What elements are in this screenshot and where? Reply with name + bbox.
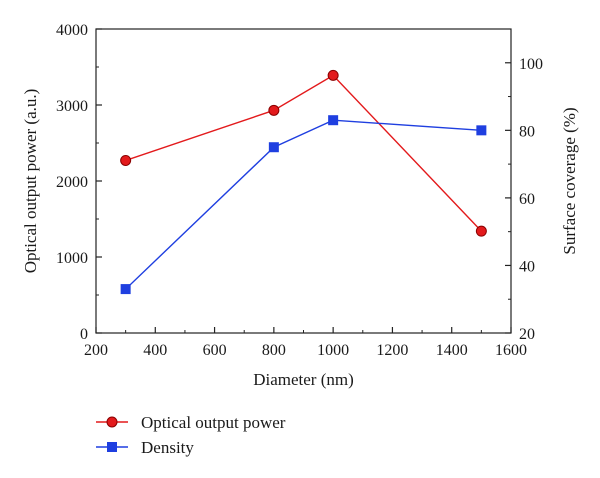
right-y-axis-label: Surface coverage (%) [560, 107, 579, 254]
x-axis-label: Diameter (nm) [253, 370, 354, 389]
legend: Optical output power Density [96, 413, 286, 457]
x-tick-label: 200 [84, 342, 108, 359]
right-y-tick-label: 60 [519, 191, 535, 208]
series-layer [120, 69, 487, 295]
legend-marker-optical-output-power [106, 416, 118, 428]
data-point-density [476, 125, 487, 136]
series-line-optical-output-power [125, 74, 482, 232]
x-tick-label: 1000 [317, 342, 349, 359]
left-y-axis-label: Optical output power (a.u.) [21, 89, 40, 274]
left-y-tick-label: 1000 [56, 250, 88, 267]
x-tick-label: 1200 [376, 342, 408, 359]
data-point-optical-output-power [120, 154, 132, 166]
x-axis: 200 400 600 800 1000 1200 1400 1600 [84, 327, 527, 359]
legend-entry-density: Density [96, 438, 194, 457]
x-tick-label: 400 [143, 342, 167, 359]
data-point-density [328, 115, 339, 126]
x-tick-label: 600 [203, 342, 227, 359]
data-point-optical-output-power [268, 104, 280, 116]
left-y-tick-label: 3000 [56, 98, 88, 115]
x-tick-label: 1400 [436, 342, 468, 359]
left-y-tick-label: 0 [80, 326, 88, 343]
legend-label-density: Density [141, 438, 194, 457]
data-point-optical-output-power [327, 69, 339, 81]
data-point-density [268, 142, 279, 153]
legend-entry-optical-output-power: Optical output power [96, 413, 286, 432]
legend-marker-density [107, 442, 117, 452]
plot-border [95, 28, 512, 334]
right-y-tick-label: 20 [519, 326, 535, 343]
series-line-density [125, 119, 482, 290]
right-y-tick-label: 40 [519, 258, 535, 275]
right-y-axis: 20 40 60 80 100 [505, 56, 543, 343]
left-y-axis: 0 1000 2000 3000 4000 [56, 22, 102, 343]
right-y-tick-label: 100 [519, 56, 543, 73]
left-y-tick-label: 2000 [56, 174, 88, 191]
x-tick-label: 1600 [495, 342, 527, 359]
left-y-tick-label: 4000 [56, 22, 88, 39]
data-point-optical-output-power [475, 225, 487, 237]
right-y-tick-label: 80 [519, 123, 535, 140]
plot-frame [95, 28, 512, 334]
legend-label-optical-output-power: Optical output power [141, 413, 286, 432]
data-point-density [120, 284, 131, 295]
x-tick-label: 800 [262, 342, 286, 359]
